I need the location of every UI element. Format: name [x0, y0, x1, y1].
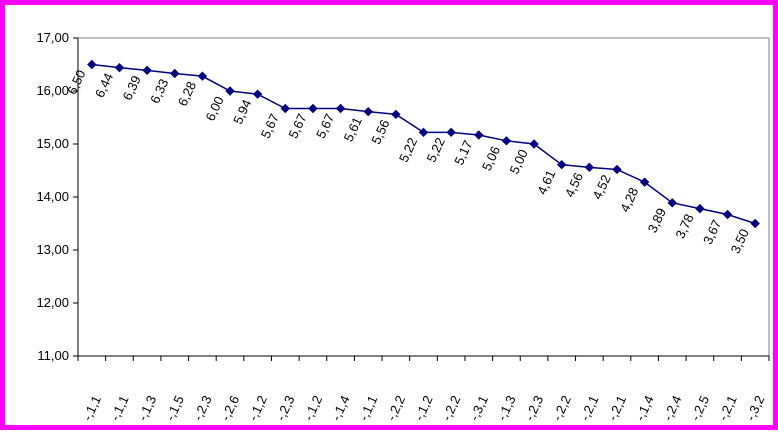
x-tick-label: -,2,5	[688, 393, 713, 423]
x-tick-label: -,1,4	[632, 393, 657, 423]
x-tick-label: -,2,2	[383, 393, 408, 423]
data-point-marker	[529, 139, 539, 149]
x-tick-label: -,1,2	[245, 393, 270, 423]
y-tick-label: 14,00	[36, 189, 69, 204]
x-tick-label: -,2,4	[660, 393, 685, 423]
x-tick-label: -,3,1	[466, 393, 491, 423]
x-tick-label: -,2,2	[549, 393, 574, 423]
data-point-marker	[87, 59, 97, 70]
data-point-marker	[280, 103, 291, 114]
x-tick-label: -,1,1	[356, 393, 381, 423]
data-point-marker	[391, 109, 401, 120]
x-tick-label: -,1,5	[162, 393, 187, 423]
y-tick-label: 12,00	[36, 295, 69, 310]
x-tick-label: -,1,1	[107, 393, 132, 423]
data-point-marker	[667, 198, 677, 208]
data-point-marker	[722, 209, 733, 220]
x-tick-label: -,1,2	[411, 393, 436, 423]
data-point-marker	[501, 136, 512, 146]
data-point-marker	[750, 218, 760, 229]
x-tick-label: -,2,2	[439, 393, 464, 423]
data-point-marker	[363, 106, 373, 117]
data-point-marker	[308, 103, 318, 114]
data-point-marker	[335, 103, 346, 114]
x-tick-label: -,1,1	[79, 393, 104, 423]
data-point-marker	[197, 71, 208, 81]
data-point-marker	[446, 127, 456, 138]
x-tick-label: -,1,3	[494, 393, 519, 423]
data-point-marker	[170, 68, 180, 79]
data-point-marker	[612, 164, 622, 175]
x-tick-label: -,1,4	[328, 393, 353, 423]
x-tick-label: -,2,1	[577, 393, 602, 423]
data-point-marker	[142, 65, 152, 76]
line-chart: 11,00 12,00 13,00 14,00 15,00 16,00 17,00 -,1,1…	[36, 30, 770, 423]
x-tick-label: -,1,2	[301, 393, 326, 423]
x-tick-label: -,1,3	[135, 393, 160, 423]
y-tick-label: 13,00	[36, 242, 69, 257]
x-tick-label: -,2,6	[218, 393, 243, 423]
data-point-marker	[584, 162, 595, 173]
y-tick-label: 15,00	[36, 136, 69, 151]
x-tick-label: -,2,1	[605, 393, 630, 423]
data-point-marker	[418, 127, 429, 138]
data-point-marker	[252, 89, 263, 99]
data-point-marker	[474, 130, 484, 140]
x-tick-label: -,2,3	[522, 393, 547, 423]
y-tick-label: 17,00	[36, 30, 69, 45]
data-point-marker	[114, 62, 125, 73]
data-point-marker	[639, 177, 650, 187]
x-tick-label: -,3,2	[743, 393, 768, 423]
x-tick-label: -,2,3	[273, 393, 298, 423]
x-tick-label: -,2,3	[190, 393, 215, 423]
x-tick-label: -,2,1	[715, 393, 740, 423]
data-point-marker	[695, 203, 705, 214]
y-tick-label: 11,00	[37, 348, 69, 363]
y-tick-label: 16,00	[36, 83, 69, 98]
plot-area	[77, 37, 770, 357]
data-point-marker	[556, 159, 567, 170]
data-point-marker	[225, 86, 235, 96]
